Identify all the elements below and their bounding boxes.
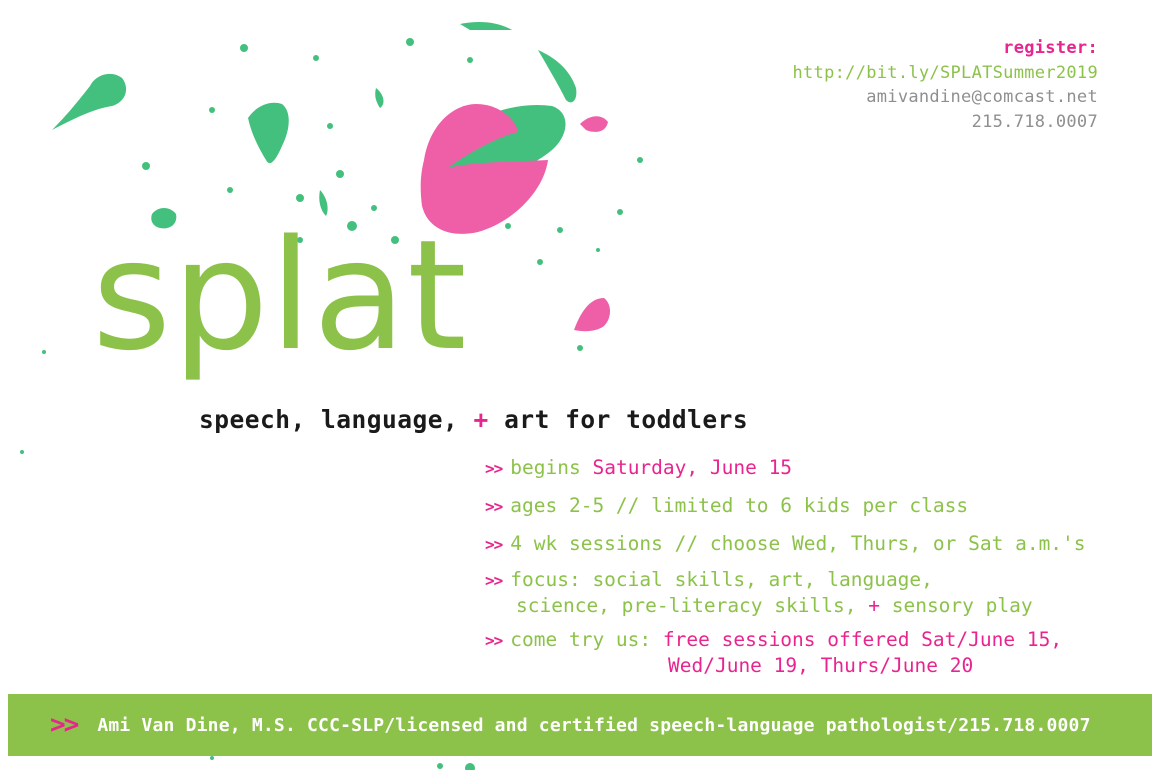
bullet-text: come try us: <box>510 628 652 651</box>
email-address[interactable]: amivandine@comcast.net <box>866 87 1098 107</box>
bullet-arrow-icon: >> <box>485 497 503 516</box>
bullet-arrow-icon: >> <box>485 535 503 554</box>
bullet-text: focus: social skills, art, language, <box>510 568 933 591</box>
bullet-arrow-icon: >> <box>485 631 503 650</box>
footer-credentials: Ami Van Dine, M.S. CCC-SLP/licensed and … <box>97 714 1091 736</box>
tagline-plus: + <box>473 405 489 434</box>
bullet-text-line2-end: sensory play <box>891 594 1033 617</box>
footer-banner: >> Ami Van Dine, M.S. CCC-SLP/licensed a… <box>8 694 1152 756</box>
footer-arrow-icon: >> <box>50 710 79 740</box>
list-item: >> come try us: free sessions offered Sat… <box>485 627 1062 678</box>
contact-info: register: http://bit.ly/SPLATSummer2019 … <box>792 36 1098 134</box>
list-item: >> ages 2-5 // limited to 6 kids per clas… <box>485 494 968 517</box>
tagline-part2: art for toddlers <box>504 405 749 434</box>
register-link[interactable]: http://bit.ly/SPLATSummer2019 <box>792 62 1098 83</box>
bullet-text: begins <box>510 456 581 479</box>
list-item: >> focus: social skills, art, language, s… <box>485 567 1033 618</box>
bullet-highlight: free sessions offered Sat/June 15, <box>662 628 1063 651</box>
tagline-part1: speech, language, <box>199 405 459 434</box>
bullet-text-line2: science, pre-literacy skills, <box>516 594 857 617</box>
list-item: >> 4 wk sessions // choose Wed, Thurs, or… <box>485 532 1086 555</box>
bullet-arrow-icon: >> <box>485 459 503 478</box>
tagline: speech, language, + art for toddlers <box>199 405 748 434</box>
register-label: register: <box>1003 38 1098 58</box>
splat-logo: splat <box>92 207 468 384</box>
bullet-highlight: Saturday, June 15 <box>592 456 793 479</box>
list-item: >> begins Saturday, June 15 <box>485 456 792 479</box>
bullet-text: 4 wk sessions // choose Wed, Thurs, or S… <box>510 532 1086 555</box>
bullet-highlight-line2: Wed/June 19, Thurs/June 20 <box>668 654 974 677</box>
bullet-plus: + <box>868 594 880 617</box>
phone-number: 215.718.0007 <box>971 111 1098 132</box>
bullet-arrow-icon: >> <box>485 571 503 590</box>
bullet-text: ages 2-5 // limited to 6 kids per class <box>510 494 969 517</box>
